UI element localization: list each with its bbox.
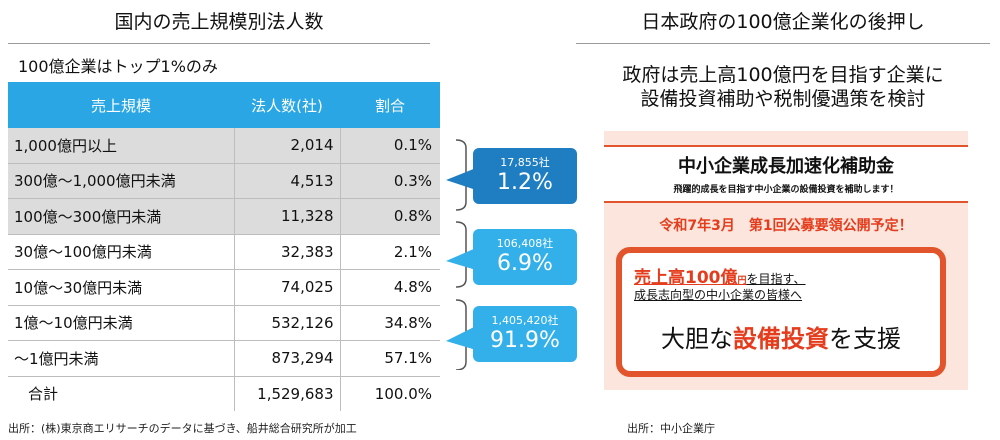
box-red-text: 売上高100億 (634, 268, 738, 288)
right-section-title: 日本政府の100億企業化の後押し (641, 11, 925, 33)
pointer-bottom-icon (446, 326, 476, 350)
header-count: 法人数(社) (234, 82, 340, 128)
row-scale: 10億～30億円未満 (8, 269, 235, 306)
header-ratio: 割合 (340, 82, 440, 128)
total-count: 1,529,683 (234, 376, 341, 411)
total-ratio: 100.0% (340, 376, 440, 411)
left-title-divider (8, 43, 430, 44)
pointer-top-icon (446, 168, 476, 190)
callout-percent: 1.2% (497, 170, 553, 195)
sales-scale-table: 売上規模 法人数(社) 割合 1,000億円以上 2,014 0.1% 300億… (8, 82, 440, 411)
row-ratio: 0.8% (340, 198, 440, 235)
row-scale: 1億～10億円未満 (8, 305, 235, 341)
callout-count: 17,855社 (500, 156, 550, 169)
pamphlet-header: 中小企業成長加速化補助金 飛躍的成長を目指す中小企業の設備投資を補助します！ (604, 145, 968, 203)
box-big-post: を支援 (829, 325, 901, 353)
callout-top-tier: 17,855社 1.2% (473, 148, 577, 204)
row-count: 11,328 (234, 198, 341, 235)
row-scale: 30億～100億円未満 (8, 234, 235, 270)
left-section-title: 国内の売上規模別法人数 (114, 11, 324, 33)
table-row: 10億～30億円未満 74,025 4.8% (8, 269, 440, 306)
row-ratio: 57.1% (340, 340, 440, 377)
row-count: 2,014 (234, 128, 341, 164)
row-count: 532,126 (234, 305, 341, 341)
pointer-middle-icon (446, 248, 476, 270)
row-count: 32,383 (234, 234, 341, 270)
callout-count: 1,405,420社 (491, 314, 559, 327)
row-ratio: 0.3% (340, 163, 440, 199)
row-ratio: 0.1% (340, 128, 440, 164)
left-source-note: 出所：(株)東京商エリサーチのデータに基づき、船井総合研究所が加工 (8, 422, 357, 435)
pamphlet-subtitle: 飛躍的成長を目指す中小企業の設備投資を補助します！ (673, 185, 899, 195)
box-line-1: 売上高100億円を目指す、 (634, 263, 806, 288)
row-count: 74,025 (234, 269, 341, 306)
table-row: 30億～100億円未満 32,383 2.1% (8, 234, 440, 270)
table-row: 300億～1,000億円未満 4,513 0.3% (8, 163, 440, 199)
row-ratio: 4.8% (340, 269, 440, 306)
box-big-highlight: 設備投資 (733, 325, 829, 353)
box-rest-text: を目指す、 (746, 272, 806, 286)
left-subtitle: 100億企業はトップ1%のみ (18, 57, 218, 76)
table-total-row: 合計 1,529,683 100.0% (8, 376, 440, 411)
row-scale: 100億～300億円未満 (8, 198, 235, 235)
table-header-row: 売上規模 法人数(社) 割合 (8, 82, 440, 128)
row-scale: 300億～1,000億円未満 (8, 163, 235, 199)
subsidy-pamphlet-image: 中小企業成長加速化補助金 飛躍的成長を目指す中小企業の設備投資を補助します！ 令… (604, 131, 968, 390)
right-source-note: 出所：中小企業庁 (627, 422, 715, 435)
right-lead-line-1: 政府は売上高100億円を目指す企業に (622, 64, 944, 86)
box-line-2: 成長志向型の中小企業の皆様へ (634, 288, 803, 302)
right-lead-line-2: 設備投資補助や税制優遇策を検討 (640, 88, 926, 110)
pamphlet-notice: 令和7年3月 第1回公募要領公開予定！ (659, 218, 913, 234)
table-row: 1億～10億円未満 532,126 34.8% (8, 305, 440, 341)
table-row: ～1億円未満 873,294 57.1% (8, 340, 440, 377)
callout-percent: 91.9% (490, 328, 560, 353)
callout-low-tier: 1,405,420社 91.9% (473, 306, 577, 362)
callout-count: 106,408社 (496, 237, 554, 250)
row-ratio: 34.8% (340, 305, 440, 341)
pamphlet-title: 中小企業成長加速化補助金 (678, 156, 894, 177)
row-count: 873,294 (234, 340, 341, 377)
table-row: 100億～300億円未満 11,328 0.8% (8, 198, 440, 235)
box-small-text: 円 (737, 276, 747, 286)
row-ratio: 2.1% (340, 234, 440, 270)
box-big-pre: 大胆な (661, 325, 733, 353)
box-big-line: 大胆な設備投資を支援 (622, 319, 940, 354)
row-count: 4,513 (234, 163, 341, 199)
callout-percent: 6.9% (497, 251, 553, 276)
callout-connectors (446, 139, 476, 370)
total-label: 合計 (8, 376, 235, 411)
table-row: 1,000億円以上 2,014 0.1% (8, 128, 440, 164)
header-scale: 売上規模 (8, 82, 234, 128)
row-scale: ～1億円未満 (8, 340, 235, 377)
row-scale: 1,000億円以上 (8, 128, 235, 164)
callout-mid-tier: 106,408社 6.9% (473, 229, 577, 285)
right-title-divider (576, 43, 990, 44)
pamphlet-highlight-box: 売上高100億円を目指す、 成長志向型の中小企業の皆様へ 大胆な設備投資を支援 (616, 247, 946, 377)
